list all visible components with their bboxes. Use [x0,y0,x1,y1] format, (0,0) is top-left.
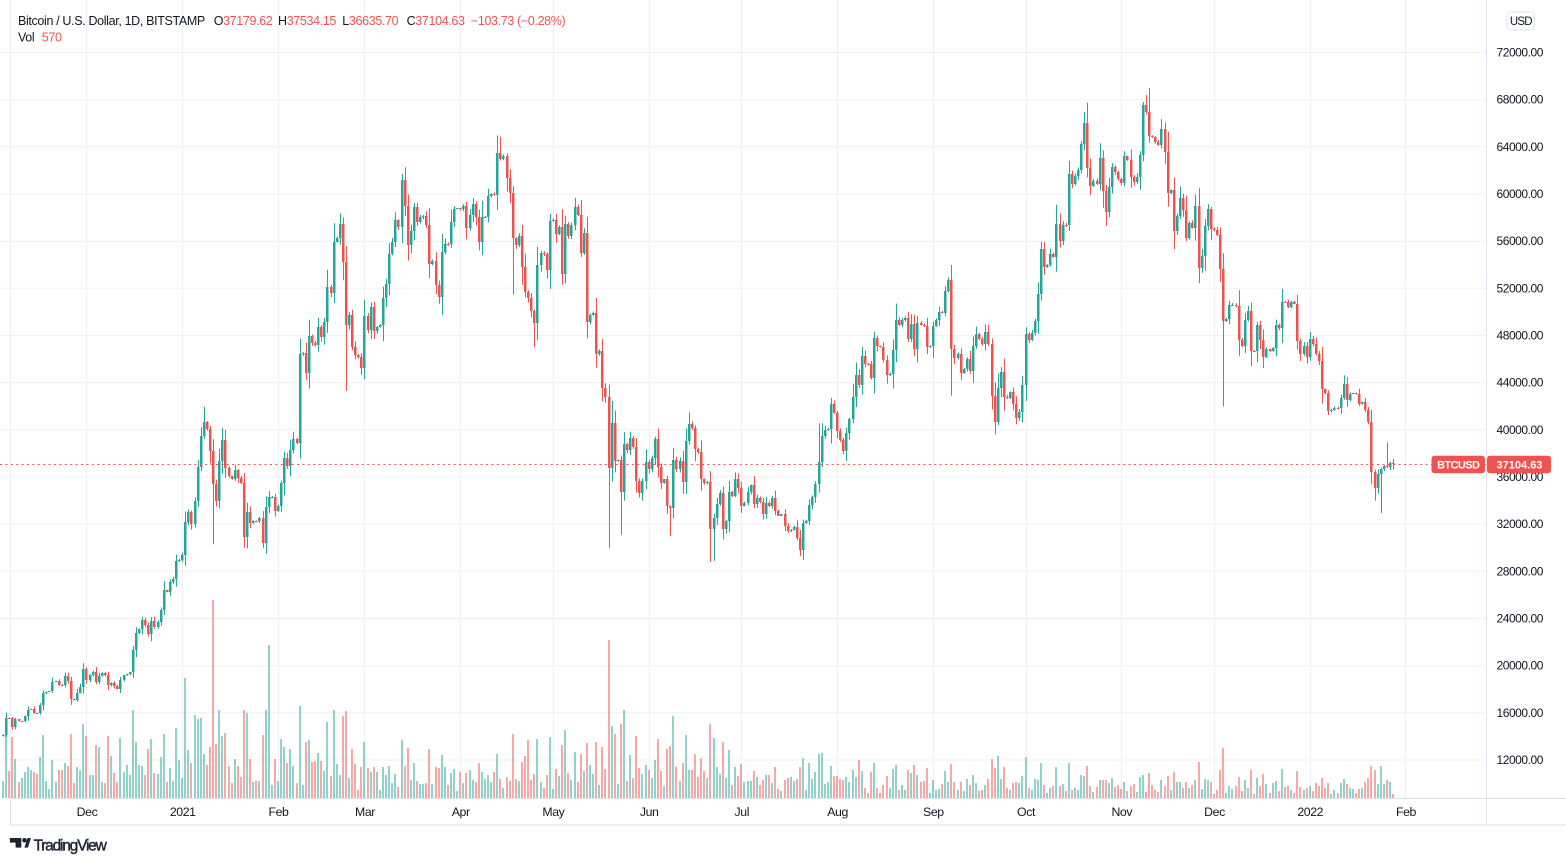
svg-text:2021: 2021 [170,805,196,819]
svg-text:72000.00: 72000.00 [1497,46,1544,60]
svg-text:48000.00: 48000.00 [1497,329,1544,343]
svg-text:Jun: Jun [640,805,659,819]
svg-text:44000.00: 44000.00 [1497,376,1544,390]
svg-text:68000.00: 68000.00 [1497,93,1544,107]
svg-text:28000.00: 28000.00 [1497,564,1544,578]
svg-text:Dec: Dec [77,805,98,819]
svg-text:Mar: Mar [355,805,375,819]
svg-text:32000.00: 32000.00 [1497,517,1544,531]
svg-text:56000.00: 56000.00 [1497,234,1544,248]
svg-text:Dec: Dec [1204,805,1225,819]
svg-text:2022: 2022 [1297,805,1323,819]
svg-text:37104.63: 37104.63 [1497,460,1543,472]
svg-text:Feb: Feb [269,805,290,819]
svg-text:Feb: Feb [1396,805,1417,819]
svg-text:Bitcoin / U.S. Dollar, 1D, BIT: Bitcoin / U.S. Dollar, 1D, BITSTAMP O3717… [18,14,566,28]
svg-text:TradingView: TradingView [34,838,108,855]
svg-text:16000.00: 16000.00 [1497,706,1544,720]
svg-text:BTCUSD: BTCUSD [1437,460,1480,472]
svg-text:64000.00: 64000.00 [1497,140,1544,154]
svg-text:USD: USD [1510,16,1532,28]
svg-text:May: May [542,805,565,819]
svg-text:60000.00: 60000.00 [1497,187,1544,201]
svg-text:52000.00: 52000.00 [1497,281,1544,295]
svg-text:Oct: Oct [1017,805,1036,819]
svg-text:570: 570 [42,31,62,45]
svg-text:Sep: Sep [923,805,944,819]
svg-text:Aug: Aug [827,805,848,819]
svg-text:24000.00: 24000.00 [1497,612,1544,626]
svg-text:Vol: Vol [18,31,34,45]
svg-text:Apr: Apr [452,805,470,819]
svg-text:Nov: Nov [1111,805,1133,819]
svg-text:12000.00: 12000.00 [1497,753,1544,767]
svg-text:36000.00: 36000.00 [1497,470,1544,484]
svg-text:20000.00: 20000.00 [1497,659,1544,673]
svg-text:40000.00: 40000.00 [1497,423,1544,437]
svg-text:Jul: Jul [735,805,750,819]
